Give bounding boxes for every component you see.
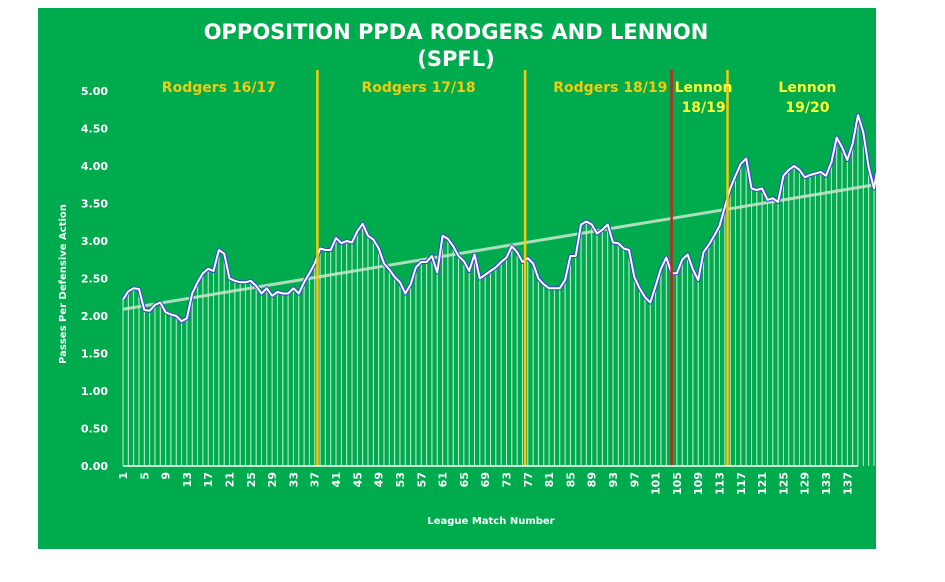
y-tick-label: 1.50 <box>81 348 108 361</box>
chart-title-line2: (SPFL) <box>417 47 494 71</box>
x-tick-label: 57 <box>415 472 428 487</box>
x-tick-label: 93 <box>607 472 620 487</box>
y-tick-label: 4.00 <box>81 160 108 173</box>
x-tick-label: 121 <box>756 472 769 495</box>
y-tick-label: 2.00 <box>81 310 108 323</box>
y-axis-title: Passes Per Defensive Action <box>58 204 69 364</box>
x-tick-label: 33 <box>287 472 300 487</box>
x-tick-label: 37 <box>309 472 322 487</box>
x-tick-label: 17 <box>202 472 215 487</box>
x-tick-label: 137 <box>841 472 854 495</box>
ppda-chart: OPPOSITION PPDA RODGERS AND LENNON (SPFL… <box>58 20 876 527</box>
y-tick-labels: 0.00 0.50 1.00 1.50 2.00 2.50 3.00 3.50 4.00 4.50… <box>81 85 108 473</box>
x-tick-labels: 1 5 9 13 17 21 25 29 33 37 41 45 49 53 57 61 65 69 73 77 81 8… <box>117 472 854 495</box>
y-tick-label: 1.00 <box>81 385 108 398</box>
x-tick-label: 113 <box>714 472 727 495</box>
y-tick-label: 0.00 <box>81 460 108 473</box>
x-tick-label: 117 <box>735 472 748 495</box>
drop-lines <box>122 115 875 466</box>
series-line-layer <box>121 113 876 324</box>
x-tick-label: 97 <box>628 472 641 487</box>
y-tick-label: 4.50 <box>81 123 108 136</box>
chart-title-line1: OPPOSITION PPDA RODGERS AND LENNON <box>204 20 709 44</box>
era-label-line2: 18/19 <box>682 100 726 116</box>
era-label: Rodgers 18/19 <box>553 80 667 96</box>
chart-panel: OPPOSITION PPDA RODGERS AND LENNON (SPFL… <box>38 8 876 549</box>
x-tick-label: 101 <box>650 472 663 495</box>
x-tick-label: 13 <box>181 472 194 487</box>
era-label-line2: 19/20 <box>785 100 829 116</box>
x-tick-label: 69 <box>479 472 492 487</box>
x-tick-label: 89 <box>586 472 599 487</box>
y-tick-label: 3.00 <box>81 235 108 248</box>
x-tick-label: 49 <box>373 472 386 487</box>
trendline <box>122 183 876 311</box>
x-tick-label: 105 <box>671 472 684 495</box>
x-tick-label: 29 <box>266 472 279 487</box>
x-tick-label: 21 <box>224 472 237 487</box>
y-tick-label: 0.50 <box>81 423 108 436</box>
x-tick-label: 109 <box>692 472 705 495</box>
y-tick-label: 2.50 <box>81 273 108 286</box>
x-tick-label: 9 <box>160 472 173 480</box>
x-tick-label: 61 <box>437 472 450 487</box>
x-axis-title: League Match Number <box>427 516 554 527</box>
era-dividers <box>316 70 729 466</box>
x-tick-label: 41 <box>330 472 343 487</box>
x-tick-label: 53 <box>394 472 407 487</box>
x-tick-label: 1 <box>117 472 130 480</box>
series-line <box>122 114 876 323</box>
x-tick-label: 5 <box>138 472 151 480</box>
x-tick-label: 77 <box>522 472 535 487</box>
era-labels: Rodgers 16/17 Rodgers 17/18 Rodgers 18/19 L… <box>162 80 837 116</box>
y-tick-label: 5.00 <box>81 85 108 98</box>
x-tick-label: 133 <box>820 472 833 495</box>
era-label-line1: Lennon <box>675 80 733 96</box>
x-tick-label: 65 <box>458 472 471 487</box>
x-tick-label: 125 <box>777 472 790 495</box>
y-tick-label: 3.50 <box>81 198 108 211</box>
x-tick-label: 81 <box>543 472 556 487</box>
trendline-layer <box>122 183 876 311</box>
x-tick-label: 25 <box>245 472 258 487</box>
x-tick-label: 85 <box>564 472 577 487</box>
era-label: Rodgers 17/18 <box>362 80 476 96</box>
era-label-line1: Lennon <box>778 80 836 96</box>
era-label: Rodgers 16/17 <box>162 80 276 96</box>
x-tick-label: 45 <box>351 472 364 487</box>
x-tick-label: 129 <box>799 472 812 495</box>
x-tick-label: 73 <box>500 472 513 487</box>
